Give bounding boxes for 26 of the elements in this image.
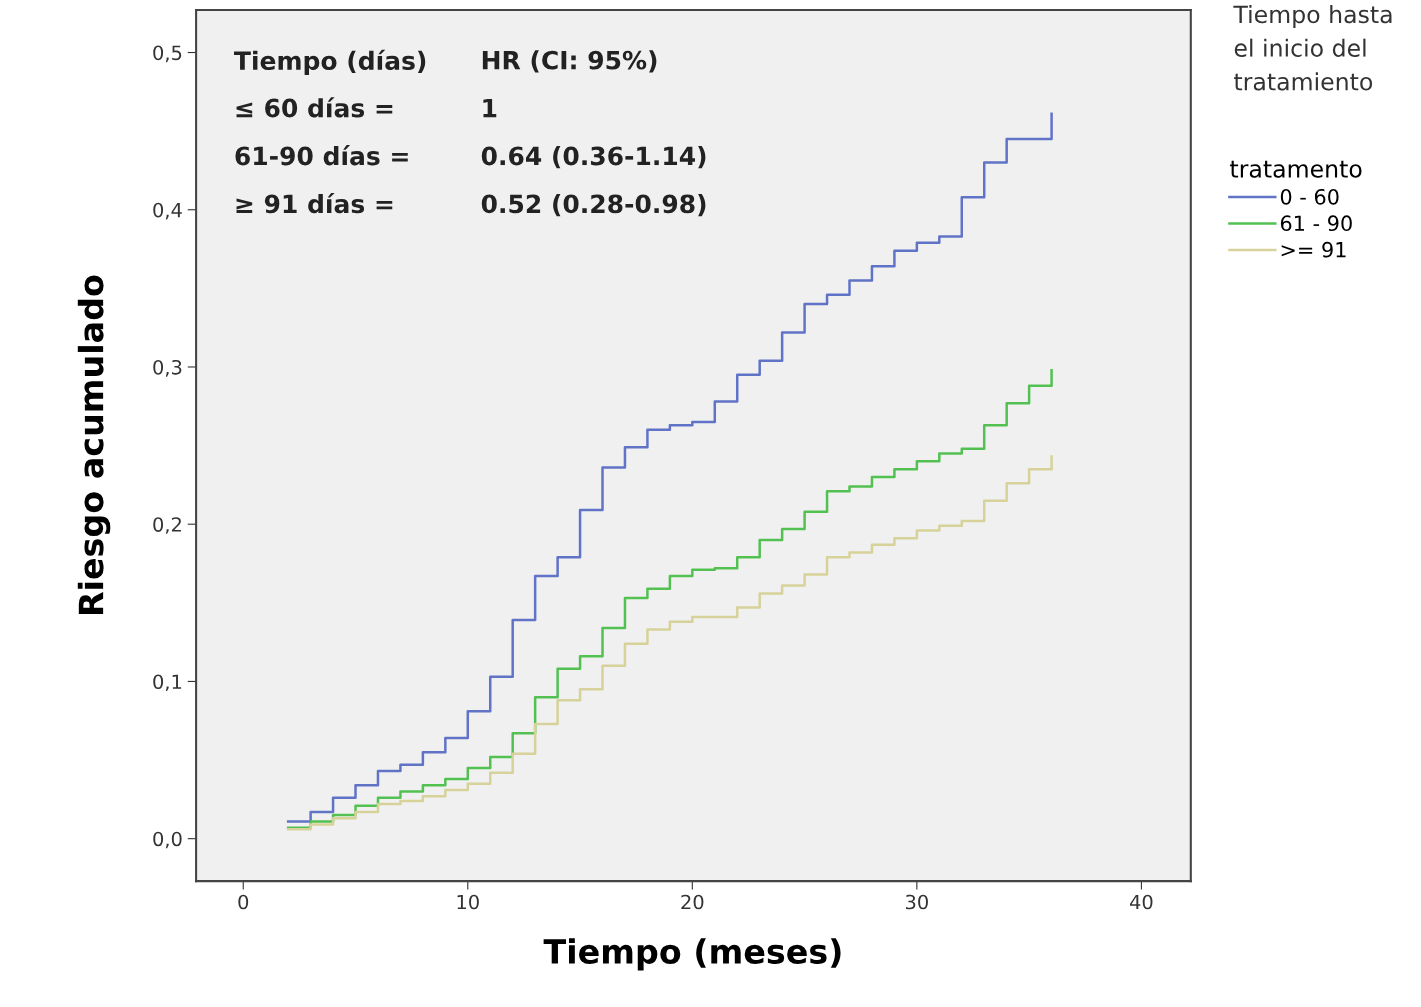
- annotation: ≥ 91 días =: [236, 192, 393, 214]
- x-tick-label: 20: [681, 894, 704, 910]
- legend-title: tratamento: [1230, 160, 1362, 178]
- x-tick-label: 0: [238, 894, 249, 910]
- legend-label: 0 - 60: [1280, 188, 1339, 205]
- legend-label: >= 91: [1281, 241, 1346, 258]
- x-tick-label: 10: [457, 894, 479, 910]
- y-tick-label: 0,5: [153, 45, 182, 63]
- legend-label: 61 - 90: [1280, 215, 1352, 232]
- y-tick-label: 0,4: [153, 202, 182, 220]
- y-tick-label: 0,0: [153, 831, 182, 849]
- x-tick-label: 30: [905, 894, 928, 910]
- x-tick-label: 40: [1129, 894, 1153, 910]
- y-axis-title: Riesgo acumulado: [77, 275, 111, 615]
- annotation: Tiempo (días): [234, 49, 426, 75]
- y-tick-label: 0,3: [153, 359, 182, 377]
- annotation: 1: [483, 98, 497, 118]
- y-tick-label: 0,2: [153, 517, 181, 534]
- text: Tiempo hasta el inicio del tratamiento: [1233, 5, 1392, 91]
- annotation: 0.52 (0.28-0.98): [481, 193, 706, 217]
- x-axis-title: Tiempo (meses): [543, 938, 841, 971]
- annotation: 0.64 (0.36-1.14): [481, 146, 706, 169]
- y-tick-label: 0,1: [153, 674, 182, 692]
- annotation: ≤ 60 días =: [236, 97, 393, 118]
- annotation: HR (CI: 95%): [482, 50, 657, 73]
- annotation: 61-90 días =: [235, 145, 408, 166]
